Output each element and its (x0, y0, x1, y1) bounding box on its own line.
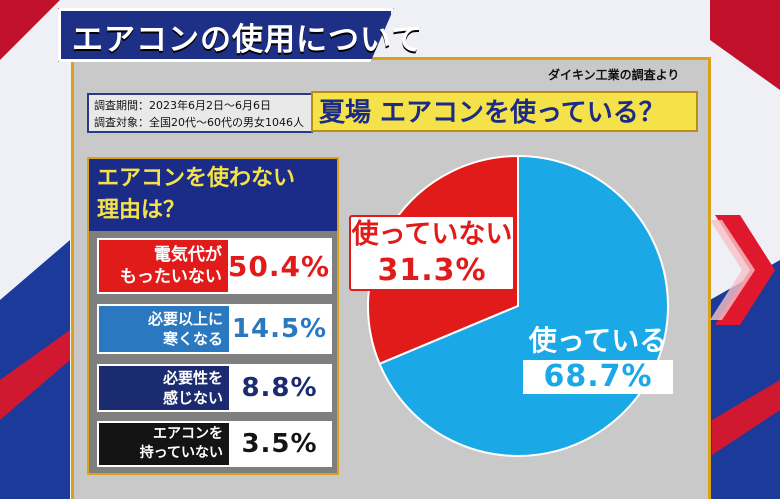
reason-value: 50.4% (227, 240, 330, 292)
reason-value: 3.5% (229, 423, 330, 465)
reasons-title-box (89, 159, 337, 231)
reason-label: 必要以上に寒くなる (99, 306, 229, 352)
page-title: エアコンの使用について (72, 22, 424, 58)
slice-label: 使っている (528, 324, 668, 357)
slice-value: 31.3% (377, 253, 487, 288)
survey-target: 調査対象：全国20代～60代の男女1046人 (94, 116, 304, 129)
reason-label-line1: 電気代が (153, 245, 222, 265)
slice-value: 68.7% (523, 360, 673, 394)
callout-using: 使っている 68.7% (517, 322, 679, 398)
reason-row: 電気代が もったいない 50.4% (97, 238, 332, 294)
reason-label-line1: 必要性を (162, 369, 223, 387)
reason-label-line1: 必要以上に (147, 310, 223, 328)
reason-label: 必要性を 感じない (99, 366, 229, 410)
question-title: 夏場 エアコンを使っている？ (319, 98, 665, 128)
source-note: ダイキン工業の調査より (548, 68, 680, 82)
reasons-title: エアコンを使わない 理由は？ (97, 163, 337, 227)
reason-label: エアコンを持っていない (99, 423, 229, 465)
reasons-title-line1: エアコンを使わない (97, 166, 296, 191)
survey-period: 調査期間：2023年6月2日～6月6日 (94, 99, 271, 112)
title-banner (58, 8, 394, 62)
question-box (311, 91, 698, 132)
reason-row: 必要以上に寒くなる 14.5% (97, 304, 332, 354)
reason-label-line2: 感じない (162, 389, 223, 407)
reason-label-line1: エアコンを (153, 426, 223, 442)
reason-value: 8.8% (229, 366, 330, 410)
reason-label-line2: 寒くなる (162, 330, 223, 348)
reason-label-line2: 持っていない (139, 445, 223, 461)
reason-label-line2: もったいない (119, 267, 222, 287)
slice-label: 使っていない (351, 219, 513, 250)
callout-not-using: 使っていない 31.3% (349, 215, 515, 291)
reason-value: 14.5% (229, 306, 330, 352)
reason-row: 必要性を感じない 8.8% (97, 364, 332, 412)
reason-row: エアコンを持っていない 3.5% (97, 421, 332, 467)
reasons-title-line2: 理由は？ (97, 198, 186, 223)
chevron-right-icon (710, 215, 775, 325)
survey-info: 調査期間：2023年6月2日～6月6日 調査対象：全国20代～60代の男女104… (87, 93, 313, 133)
reason-label: 電気代が もったいない (99, 240, 228, 292)
